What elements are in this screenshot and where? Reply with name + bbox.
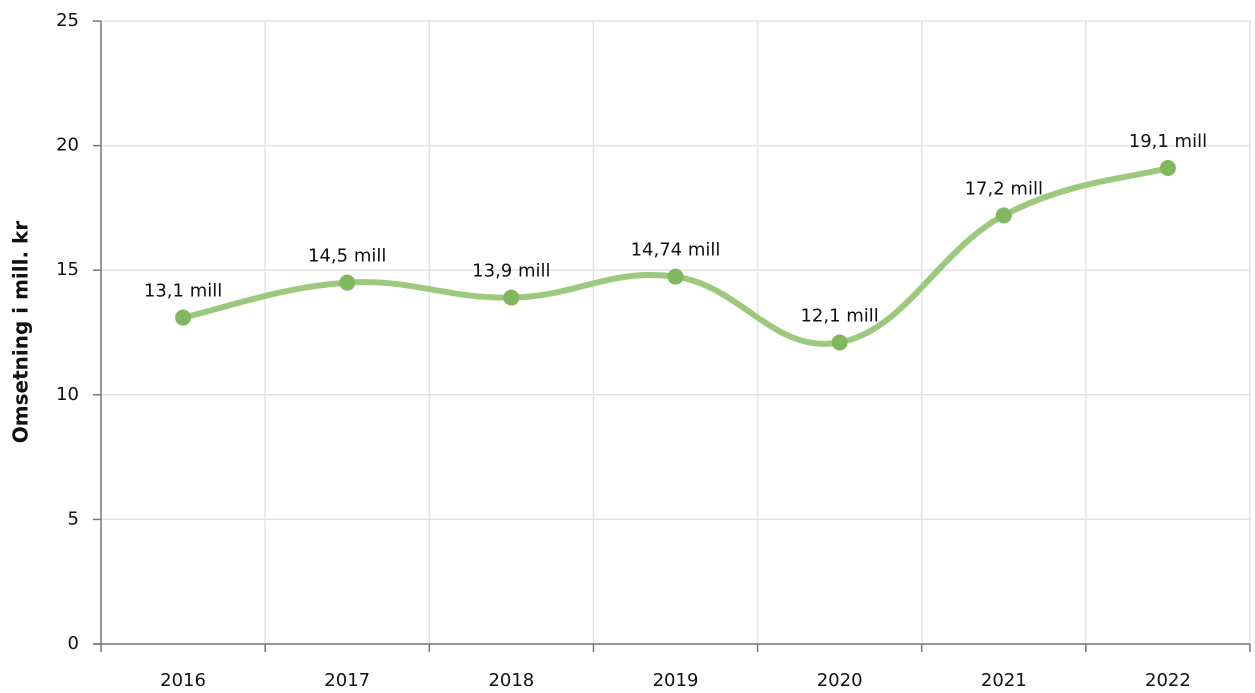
x-tick-label: 2016 — [160, 670, 206, 691]
y-tick-label: 25 — [56, 10, 79, 31]
y-tick-label: 15 — [56, 259, 79, 280]
y-tick-label: 10 — [56, 384, 79, 405]
marker — [339, 274, 356, 291]
data-label: 17,2 mill — [965, 178, 1043, 199]
data-label: 13,1 mill — [144, 281, 222, 302]
marker — [1159, 160, 1176, 177]
y-tick-label: 5 — [68, 508, 79, 529]
marker — [503, 289, 520, 306]
marker — [995, 207, 1012, 224]
data-label: 14,74 mill — [631, 240, 721, 261]
x-tick-label: 2022 — [1145, 670, 1191, 691]
x-tick-label: 2021 — [981, 670, 1027, 691]
data-label: 13,9 mill — [472, 261, 550, 282]
marker — [667, 268, 684, 285]
data-label: 19,1 mill — [1129, 131, 1207, 152]
y-tick-label: 20 — [56, 135, 79, 156]
data-label: 14,5 mill — [308, 246, 386, 267]
marker — [831, 334, 848, 351]
x-tick-label: 2017 — [324, 670, 370, 691]
x-tick-label: 2019 — [653, 670, 699, 691]
y-tick-label: 0 — [68, 633, 79, 654]
x-tick-label: 2020 — [817, 670, 863, 691]
y-axis-label: Omsetning i mill. kr — [9, 221, 33, 444]
marker — [175, 309, 192, 326]
data-label: 12,1 mill — [800, 305, 878, 326]
x-tick-label: 2018 — [488, 670, 534, 691]
